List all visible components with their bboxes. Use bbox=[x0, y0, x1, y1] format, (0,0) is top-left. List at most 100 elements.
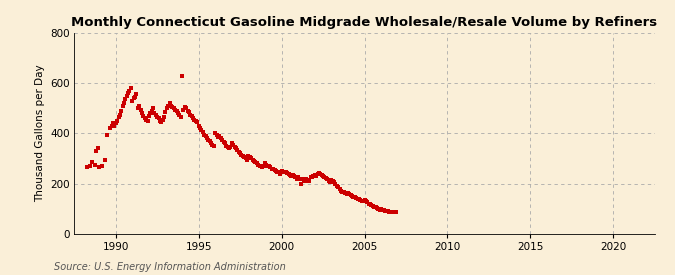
Point bbox=[109, 124, 119, 128]
Point bbox=[156, 120, 167, 124]
Point bbox=[283, 172, 294, 176]
Point bbox=[196, 127, 207, 132]
Point bbox=[362, 200, 373, 205]
Point bbox=[247, 158, 258, 162]
Point bbox=[340, 191, 350, 195]
Point bbox=[209, 144, 219, 148]
Point bbox=[161, 106, 172, 111]
Point bbox=[115, 112, 126, 117]
Point bbox=[389, 210, 400, 214]
Point bbox=[280, 169, 291, 174]
Point bbox=[391, 210, 402, 214]
Point bbox=[203, 138, 214, 142]
Point bbox=[92, 146, 103, 151]
Point bbox=[119, 101, 130, 106]
Point bbox=[292, 176, 302, 181]
Point bbox=[169, 107, 180, 112]
Point bbox=[90, 163, 101, 167]
Point bbox=[250, 160, 261, 164]
Point bbox=[312, 172, 323, 176]
Point bbox=[338, 190, 349, 194]
Point bbox=[351, 196, 362, 200]
Point bbox=[265, 165, 276, 169]
Point bbox=[226, 141, 237, 146]
Point bbox=[269, 167, 280, 172]
Point bbox=[174, 112, 185, 117]
Point bbox=[364, 202, 375, 206]
Point bbox=[185, 112, 196, 117]
Point bbox=[168, 106, 179, 111]
Point bbox=[331, 183, 342, 188]
Point bbox=[256, 165, 267, 169]
Point bbox=[275, 171, 286, 176]
Point bbox=[236, 153, 247, 157]
Point bbox=[180, 105, 190, 109]
Point bbox=[356, 199, 367, 203]
Point bbox=[335, 188, 346, 193]
Point bbox=[243, 154, 254, 158]
Y-axis label: Thousand Gallons per Day: Thousand Gallons per Day bbox=[35, 65, 45, 202]
Point bbox=[376, 207, 387, 211]
Point bbox=[334, 187, 345, 191]
Point bbox=[380, 208, 391, 213]
Point bbox=[227, 142, 238, 147]
Point bbox=[131, 92, 142, 97]
Point bbox=[238, 154, 248, 158]
Point bbox=[305, 175, 316, 180]
Point bbox=[186, 114, 197, 118]
Point bbox=[304, 179, 315, 183]
Point bbox=[235, 151, 246, 156]
Point bbox=[157, 117, 168, 122]
Point bbox=[248, 159, 259, 163]
Point bbox=[302, 178, 313, 182]
Point bbox=[146, 109, 157, 113]
Point bbox=[234, 150, 244, 154]
Point bbox=[385, 210, 396, 214]
Point bbox=[127, 98, 138, 103]
Point bbox=[284, 173, 295, 177]
Point bbox=[358, 199, 369, 203]
Point bbox=[259, 164, 269, 168]
Point bbox=[171, 109, 182, 113]
Point bbox=[135, 107, 146, 112]
Point bbox=[277, 169, 288, 174]
Point bbox=[348, 194, 359, 199]
Point bbox=[261, 163, 272, 167]
Point bbox=[206, 141, 217, 146]
Point bbox=[252, 163, 263, 167]
Point bbox=[375, 208, 385, 212]
Point bbox=[120, 97, 131, 102]
Point bbox=[160, 110, 171, 114]
Point bbox=[279, 170, 290, 174]
Point bbox=[221, 144, 232, 148]
Point bbox=[124, 89, 135, 93]
Point bbox=[341, 192, 352, 196]
Point bbox=[246, 156, 256, 161]
Point bbox=[388, 210, 399, 214]
Point bbox=[214, 134, 225, 138]
Point bbox=[163, 104, 173, 108]
Point bbox=[230, 145, 240, 149]
Point bbox=[181, 106, 192, 111]
Point bbox=[132, 106, 143, 111]
Point bbox=[144, 114, 155, 118]
Point bbox=[298, 178, 309, 182]
Point bbox=[223, 146, 234, 151]
Point bbox=[329, 180, 340, 185]
Point bbox=[123, 91, 134, 95]
Point bbox=[263, 164, 273, 168]
Point bbox=[327, 179, 338, 183]
Point bbox=[346, 193, 356, 197]
Point bbox=[190, 119, 201, 123]
Point bbox=[91, 149, 102, 153]
Point bbox=[153, 116, 164, 120]
Point bbox=[164, 101, 175, 106]
Point bbox=[333, 185, 344, 189]
Title: Monthly Connecticut Gasoline Midgrade Wholesale/Resale Volume by Refiners: Monthly Connecticut Gasoline Midgrade Wh… bbox=[72, 16, 657, 29]
Point bbox=[178, 107, 189, 112]
Point bbox=[309, 173, 320, 177]
Point bbox=[192, 120, 202, 124]
Point bbox=[197, 130, 208, 134]
Point bbox=[128, 96, 139, 100]
Point bbox=[205, 139, 215, 143]
